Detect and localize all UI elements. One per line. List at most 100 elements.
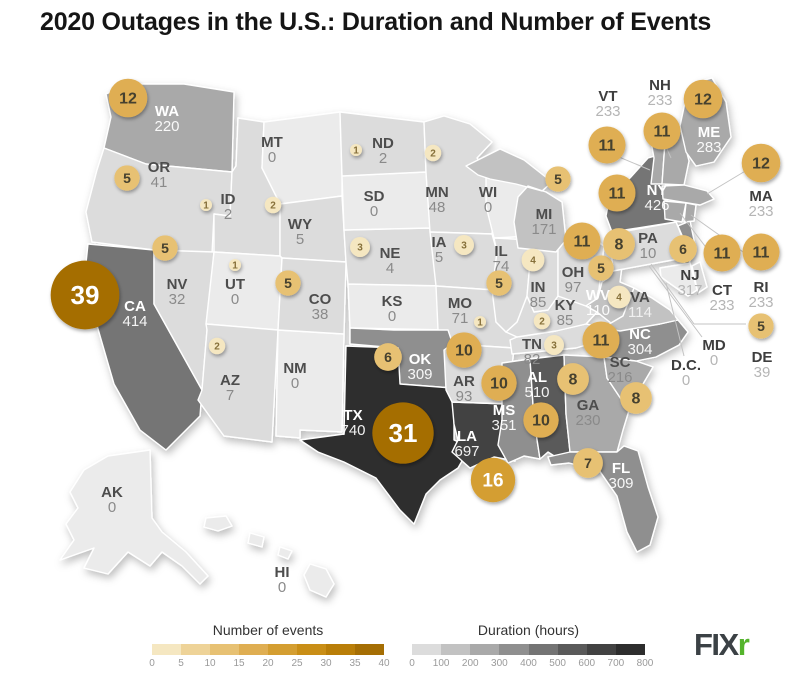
- events-count-NJ: 6: [679, 241, 687, 257]
- events-bubble-PA: [603, 228, 635, 260]
- state-label-RI: RI: [754, 279, 769, 296]
- state-label-NV: NV: [167, 276, 188, 293]
- events-bubble-IN: [521, 248, 545, 272]
- legend-duration: Duration (hours) 0 100 200 300 400 500 600 700 8…: [409, 622, 653, 672]
- state-duration-RI: 233: [748, 294, 773, 311]
- events-bubble-WY: [264, 196, 282, 214]
- events-count-CO: 5: [284, 275, 292, 291]
- events-bubble-AL: [523, 402, 559, 438]
- events-count-AR: 10: [455, 343, 473, 360]
- events-count-MI: 5: [554, 171, 562, 187]
- events-bubble-CO: [275, 270, 301, 296]
- legend-tick: 300: [491, 658, 508, 669]
- state-duration-MD: 0: [710, 352, 718, 369]
- legend-tick: 20: [262, 658, 274, 669]
- state-duration-OH: 97: [565, 279, 582, 296]
- state-label-OR: OR: [148, 159, 171, 176]
- state-duration-NM: 0: [291, 375, 299, 392]
- legend-swatch: [615, 644, 645, 655]
- legend-tick: 25: [291, 658, 303, 669]
- state-shape-AK: [59, 449, 209, 585]
- state-duration-DC: 0: [682, 372, 690, 389]
- state-shape-HI: [203, 515, 335, 598]
- events-count-ND: 1: [353, 146, 359, 157]
- events-bubble-AR: [446, 332, 482, 368]
- legend-tick: 800: [636, 658, 654, 669]
- state-duration-MA: 233: [748, 203, 773, 220]
- legend-swatch: [528, 644, 558, 655]
- legend-duration-ticks: 0 100 200 300 400 500 600 700 800: [409, 658, 653, 672]
- state-shape-SD: [341, 171, 431, 231]
- state-label-ND: ND: [372, 135, 394, 152]
- events-count-FL: 7: [584, 455, 592, 471]
- events-bubble-CT: [703, 234, 741, 272]
- state-label-DE: DE: [752, 349, 773, 366]
- state-duration-WA: 220: [154, 118, 179, 135]
- state-label-MD: MD: [702, 337, 725, 354]
- state-duration-FL: 309: [608, 475, 633, 492]
- state-label-CO: CO: [309, 291, 332, 308]
- legend-swatch: [326, 644, 355, 655]
- state-duration-MT: 0: [268, 149, 276, 166]
- state-duration-OK: 309: [407, 366, 432, 383]
- fixr-logo: FIXr: [694, 627, 750, 662]
- events-bubble-NH: [643, 112, 681, 150]
- events-bubble-WV: [588, 255, 614, 281]
- state-label-GA: GA: [577, 397, 600, 414]
- state-duration-VT: 233: [595, 103, 620, 120]
- events-bubble-AZ: [208, 337, 226, 355]
- state-label-ME: ME: [698, 124, 721, 141]
- legend-events-title: Number of events: [212, 622, 324, 638]
- events-count-NC: 11: [593, 333, 610, 350]
- state-duration-MN: 48: [429, 199, 446, 216]
- legend-tick: 30: [320, 658, 332, 669]
- events-count-AZ: 2: [214, 342, 220, 353]
- leader-line: [665, 282, 685, 357]
- events-bubble-NE: [350, 237, 370, 257]
- events-bubble-NV: [152, 235, 178, 261]
- state-duration-VA: 114: [628, 304, 652, 321]
- fixr-logo-text: FIX: [694, 627, 739, 662]
- state-label-AL: AL: [527, 369, 547, 386]
- events-count-NY: 11: [609, 186, 626, 203]
- state-label-OH: OH: [562, 264, 585, 281]
- legend-tick: 500: [549, 658, 566, 669]
- state-label-HI: HI: [275, 564, 290, 581]
- legend-swatch: [470, 644, 500, 655]
- state-label-OK: OK: [409, 351, 432, 368]
- events-count-ME: 12: [694, 92, 712, 109]
- leader-line: [650, 263, 695, 325]
- legend-swatch: [355, 644, 384, 655]
- events-bubble-RI: [742, 233, 780, 271]
- state-label-IL: IL: [494, 243, 507, 260]
- state-duration-WI: 0: [484, 199, 492, 216]
- state-duration-MI: 171: [531, 221, 556, 238]
- fixr-logo-accent: r: [737, 627, 750, 662]
- events-bubble-IL: [486, 270, 512, 296]
- legend-tick: 35: [349, 658, 361, 669]
- state-label-MN: MN: [425, 184, 448, 201]
- events-bubble-FL: [573, 448, 603, 478]
- events-bubble-SC: [620, 382, 652, 414]
- state-duration-ND: 2: [379, 150, 387, 167]
- legend-swatch: [152, 644, 181, 655]
- state-duration-IN: 85: [530, 294, 547, 311]
- events-bubble-OK: [374, 343, 402, 371]
- events-count-OH: 11: [574, 234, 591, 251]
- state-label-MT: MT: [261, 134, 283, 151]
- legend-tick: 100: [432, 658, 450, 669]
- state-shape-VA: [603, 287, 679, 332]
- events-count-IN: 4: [530, 256, 536, 267]
- legend-tick: 40: [378, 658, 390, 669]
- events-bubble-WA: [108, 78, 148, 118]
- state-duration-KS: 0: [388, 308, 396, 325]
- state-shape-NM: [275, 329, 345, 439]
- events-count-IL: 5: [495, 275, 503, 291]
- state-label-UT: UT: [225, 276, 245, 293]
- state-shape-CT: [663, 200, 687, 223]
- events-bubble-TN: [544, 335, 564, 355]
- state-duration-NC: 304: [627, 341, 652, 358]
- state-label-CA: CA: [124, 298, 146, 315]
- events-bubble-UT: [229, 259, 241, 271]
